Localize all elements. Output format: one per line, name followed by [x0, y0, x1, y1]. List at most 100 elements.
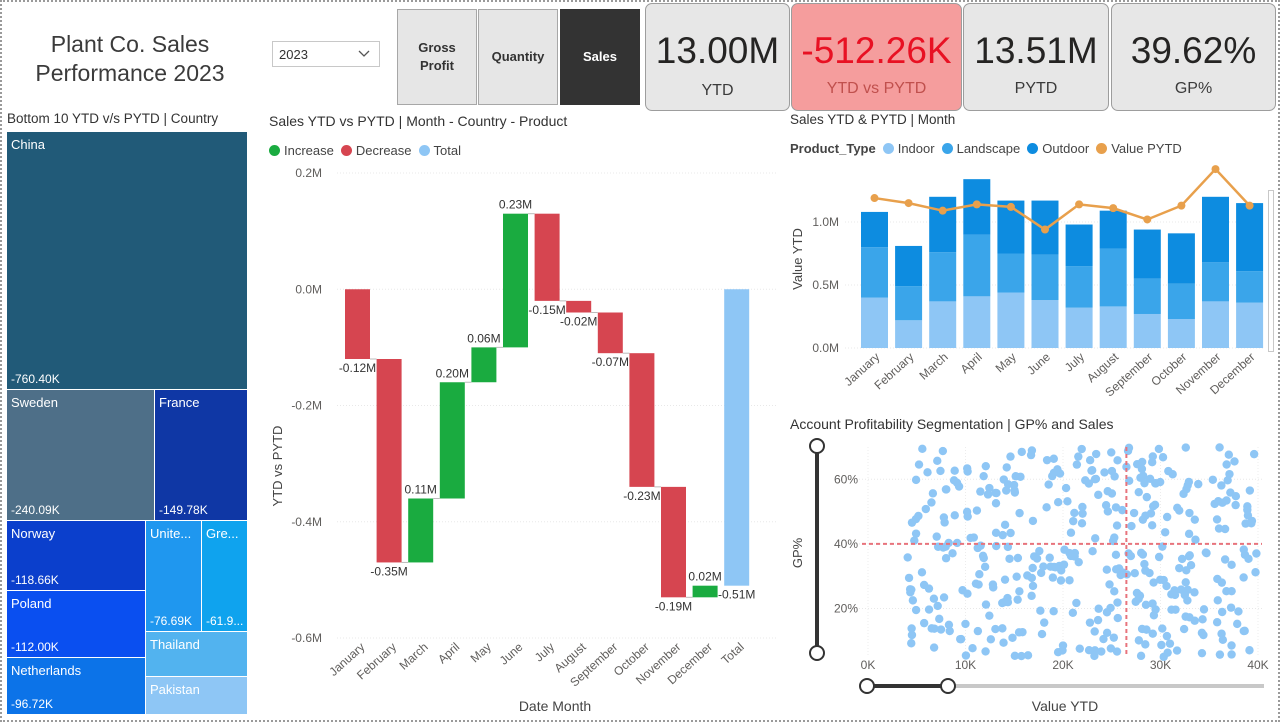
scatter-point[interactable]: [1122, 462, 1131, 472]
scatter-point[interactable]: [1074, 557, 1083, 567]
scatter-point[interactable]: [927, 498, 936, 507]
scatter-point[interactable]: [1058, 646, 1067, 655]
scatter-point[interactable]: [1065, 576, 1074, 585]
scatter-point[interactable]: [1075, 644, 1084, 653]
scatter-point[interactable]: [1182, 566, 1191, 575]
scatter-point[interactable]: [948, 549, 957, 558]
scatter-point[interactable]: [1085, 456, 1095, 465]
scatter-point[interactable]: [1158, 624, 1167, 633]
pytd-point[interactable]: [938, 206, 947, 215]
pytd-point[interactable]: [1041, 225, 1049, 234]
scatter-point[interactable]: [1110, 587, 1119, 596]
scatter-point[interactable]: [1217, 481, 1226, 490]
scatter-point[interactable]: [1155, 477, 1165, 487]
waterfall-bar[interactable]: [661, 486, 686, 598]
scatter-point[interactable]: [1081, 476, 1090, 485]
scatter-point[interactable]: [1151, 605, 1160, 614]
pytd-point[interactable]: [1177, 201, 1186, 210]
scatter-point[interactable]: [1140, 559, 1149, 569]
scatter-point[interactable]: [1049, 607, 1058, 616]
scatter-point[interactable]: [1099, 634, 1108, 644]
pytd-point[interactable]: [1075, 200, 1084, 209]
scatter-point[interactable]: [1114, 564, 1124, 573]
scatter-point[interactable]: [1243, 502, 1252, 511]
scatter-point[interactable]: [1162, 631, 1172, 641]
scatter-point[interactable]: [907, 630, 917, 640]
scatter-point[interactable]: [1017, 447, 1026, 457]
combo-bar-outdoor[interactable]: [1167, 233, 1195, 284]
scatter-point[interactable]: [1088, 547, 1097, 556]
scatter-point[interactable]: [1000, 575, 1010, 584]
scatter-point[interactable]: [1016, 472, 1025, 481]
scatter-point[interactable]: [1136, 651, 1146, 661]
pytd-point[interactable]: [1211, 165, 1220, 174]
combo-bar-indoor[interactable]: [1099, 306, 1127, 348]
scatter-point[interactable]: [1227, 560, 1236, 570]
scatter-point[interactable]: [941, 554, 951, 563]
scatter-point[interactable]: [1198, 615, 1207, 624]
combo-bar-indoor[interactable]: [861, 297, 888, 348]
scatter-point[interactable]: [1175, 506, 1184, 515]
year-dropdown[interactable]: 2023: [272, 41, 380, 67]
pytd-point[interactable]: [870, 194, 879, 203]
waterfall-bar[interactable]: [503, 213, 528, 348]
scatter-point[interactable]: [1094, 490, 1103, 500]
legend-item-decrease[interactable]: Decrease: [340, 143, 412, 158]
scatter-point[interactable]: [1070, 508, 1079, 518]
scatter-point[interactable]: [1180, 590, 1190, 600]
scatter-point[interactable]: [986, 635, 996, 644]
scatter-point[interactable]: [938, 446, 948, 456]
sales-range-slider-handle-right[interactable]: [940, 678, 956, 694]
scatter-point[interactable]: [1239, 626, 1248, 636]
scatter-point[interactable]: [1087, 466, 1097, 475]
scatter-point[interactable]: [1154, 552, 1164, 562]
scatter-point[interactable]: [1111, 550, 1121, 560]
scatter-point[interactable]: [1113, 598, 1122, 607]
scatter-point[interactable]: [961, 651, 971, 660]
combo-scrollbar[interactable]: [1268, 190, 1274, 352]
scatter-point[interactable]: [1212, 515, 1222, 524]
scatter-point[interactable]: [1053, 498, 1063, 507]
scatter-point[interactable]: [1042, 503, 1051, 512]
scatter-point[interactable]: [914, 511, 923, 521]
scatter-point[interactable]: [1220, 555, 1230, 564]
combo-bar-landscape[interactable]: [929, 252, 957, 302]
scatter-point[interactable]: [1222, 587, 1231, 596]
scatter-point[interactable]: [1107, 466, 1117, 476]
scatter-point[interactable]: [1130, 569, 1139, 578]
scatter-point[interactable]: [1199, 605, 1209, 614]
scatter-point[interactable]: [929, 643, 939, 652]
scatter-point[interactable]: [1028, 516, 1038, 526]
waterfall-bar[interactable]: [534, 213, 560, 301]
pytd-point[interactable]: [1245, 201, 1254, 210]
scatter-point[interactable]: [921, 504, 931, 514]
scatter-point[interactable]: [907, 585, 916, 594]
scatter-point[interactable]: [998, 598, 1007, 608]
scatter-point[interactable]: [1249, 449, 1259, 459]
scatter-point[interactable]: [988, 580, 998, 589]
scatter-point[interactable]: [1208, 475, 1218, 484]
scatter-point[interactable]: [1091, 474, 1101, 484]
scatter-point[interactable]: [1137, 548, 1146, 558]
scatter-point[interactable]: [1068, 608, 1078, 618]
scatter-point[interactable]: [1214, 524, 1224, 533]
pytd-point[interactable]: [1109, 204, 1118, 213]
scatter-point[interactable]: [1006, 528, 1015, 538]
scatter-point[interactable]: [1134, 487, 1143, 497]
scatter-point[interactable]: [1113, 613, 1122, 623]
waterfall-bar[interactable]: [439, 382, 465, 499]
treemap-cell-thailand[interactable]: Thailand: [145, 631, 248, 677]
scatter-point[interactable]: [911, 605, 921, 615]
combo-bar-indoor[interactable]: [963, 296, 991, 348]
scatter-point[interactable]: [963, 589, 972, 598]
treemap-cell-sweden[interactable]: Sweden -240.09K: [6, 389, 155, 521]
scatter-point[interactable]: [1227, 650, 1236, 659]
scatter-point[interactable]: [950, 466, 959, 475]
scatter-point[interactable]: [1123, 446, 1133, 456]
scatter-point[interactable]: [1137, 457, 1147, 467]
scatter-point[interactable]: [963, 464, 972, 473]
scatter-point[interactable]: [1201, 548, 1211, 557]
combo-bar-outdoor[interactable]: [1133, 229, 1161, 279]
treemap-cell-france[interactable]: France -149.78K: [154, 389, 248, 521]
scatter-point[interactable]: [1158, 453, 1168, 462]
